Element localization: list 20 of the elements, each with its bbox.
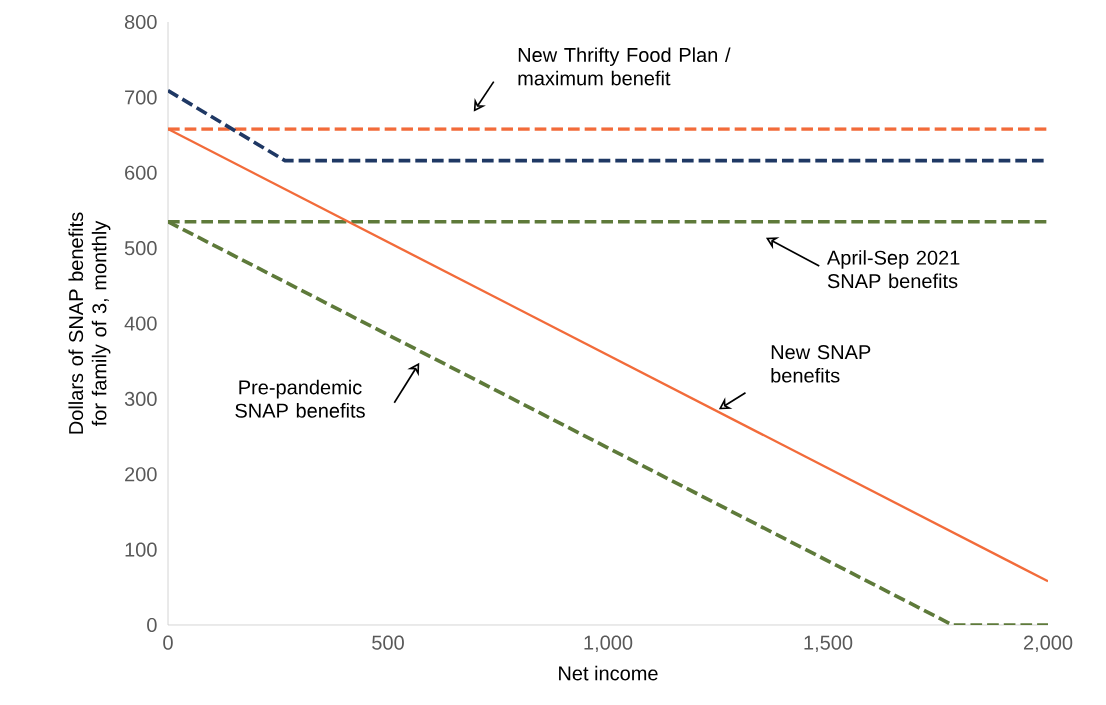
annotation: Pre-pandemic SNAP benefits: [235, 379, 365, 418]
y-axis-title: Dollars of SNAP benefits for family of 3, monthly: [68, 212, 111, 434]
y-tick-label: 0: [147, 617, 157, 633]
x-tick-label: 500: [372, 635, 404, 650]
y-tick-label: 300: [124, 391, 157, 406]
x-tick-label: 1,500: [804, 635, 853, 653]
y-tick-label: 100: [125, 542, 157, 557]
x-axis-title: Net income: [559, 665, 658, 681]
x-tick-label: 0: [163, 635, 173, 650]
x-tick-label: 1,000: [584, 635, 633, 653]
y-tick-label: 600: [125, 165, 157, 180]
y-tick-label: 200: [125, 467, 157, 482]
annotation: April-Sep 2021 SNAP benefits: [826, 250, 960, 289]
annotation: New Thrifty Food Plan / maximum benefit: [518, 47, 731, 86]
y-tick-label: 400: [124, 316, 157, 331]
y-tick-label: 700: [125, 90, 157, 105]
x-tick-label: 2,000: [1023, 635, 1073, 653]
annotation: New SNAP benefits: [771, 345, 871, 383]
y-tick-label: 500: [124, 241, 157, 256]
y-tick-label: 800: [124, 14, 157, 30]
